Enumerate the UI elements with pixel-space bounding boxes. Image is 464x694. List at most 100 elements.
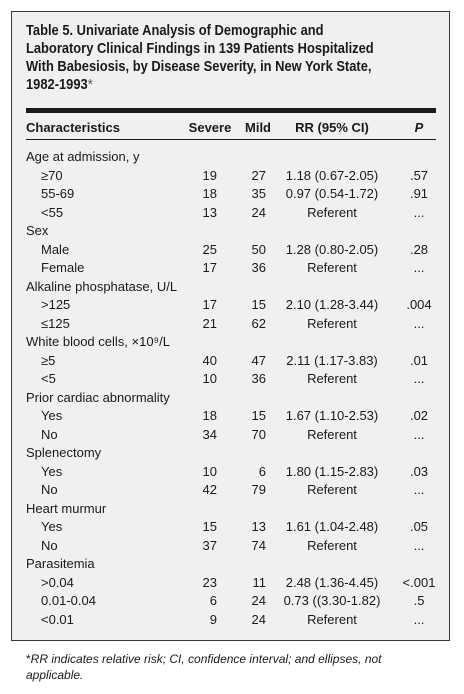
- footnote-line: applicable.: [26, 667, 83, 683]
- cell: 21: [202, 315, 217, 331]
- group-label: Prior cardiac abnormality: [26, 389, 170, 405]
- group-label: Alkaline phosphatase, U/L: [26, 278, 178, 294]
- cell: 17: [202, 260, 217, 275]
- cell: 34: [202, 426, 217, 442]
- cell: .02: [409, 408, 429, 423]
- cell: 2.11 (1.17-3.83): [286, 352, 378, 368]
- cell: 70: [251, 426, 266, 442]
- cell: 2.48 (1.36-4.45): [285, 574, 379, 590]
- table-title-line: Table 5. Univariate Analysis of Demograp…: [26, 22, 324, 39]
- row-label: 0.01-0.04: [41, 593, 96, 608]
- cell: 24: [251, 593, 266, 608]
- cell: 0.97 (0.54-1.72): [285, 186, 379, 201]
- cell: ...: [413, 482, 425, 497]
- footnote-mark: *: [26, 652, 31, 666]
- cell: 74: [251, 537, 266, 553]
- cell: ...: [413, 315, 425, 331]
- column-header: Characteristics: [26, 120, 120, 135]
- cell: 17: [202, 297, 217, 312]
- cell: 25: [202, 241, 217, 257]
- header-rule: [26, 108, 436, 113]
- cell: ...: [413, 204, 425, 220]
- header-underline: [26, 139, 436, 140]
- column-header: RR (95% CI): [295, 120, 369, 135]
- cell: Referent: [307, 204, 357, 220]
- row-label: Male: [41, 241, 70, 257]
- footnote-line: *RR indicates relative risk; CI, confide…: [26, 651, 382, 667]
- cell: 6: [258, 463, 266, 479]
- cell: 13: [202, 204, 217, 220]
- row-label: Yes: [41, 408, 63, 423]
- cell: 23: [202, 574, 217, 590]
- row-label: No: [41, 426, 58, 442]
- cell: Referent: [307, 611, 357, 627]
- cell: Referent: [307, 260, 357, 275]
- cell: Referent: [307, 426, 357, 442]
- cell: 79: [251, 482, 266, 497]
- cell: 35: [251, 186, 266, 201]
- cell: 10: [202, 371, 217, 386]
- cell: ...: [413, 537, 425, 553]
- group-label: White blood cells, ×10⁹/L: [26, 334, 170, 349]
- cell: Referent: [307, 482, 357, 497]
- row-label: <55: [41, 204, 64, 220]
- cell: 19: [202, 167, 217, 183]
- cell: .28: [409, 241, 429, 257]
- cell: 1.28 (0.80-2.05): [285, 241, 379, 257]
- row-label: <0.01: [41, 611, 74, 627]
- cell: ...: [413, 371, 425, 386]
- group-label: Heart murmur: [26, 500, 107, 516]
- cell: 10: [202, 463, 217, 479]
- cell: ...: [413, 426, 425, 442]
- table-title-line: With Babesiosis, by Disease Severity, in…: [26, 58, 372, 75]
- cell: .004: [406, 297, 432, 312]
- footnote-text: applicable.: [26, 668, 84, 682]
- cell: Referent: [307, 537, 357, 553]
- column-header: P: [414, 120, 424, 135]
- cell: 11: [252, 574, 267, 590]
- cell: 18: [202, 186, 217, 201]
- row-label: >125: [41, 297, 71, 312]
- cell: .91: [409, 186, 429, 201]
- cell: 1.61 (1.04-2.48): [285, 519, 379, 534]
- cell: 2.10 (1.28-3.44): [285, 297, 379, 312]
- cell: 15: [251, 408, 266, 423]
- column-header: Mild: [245, 120, 271, 135]
- cell: 1.80 (1.15-2.83): [285, 463, 379, 479]
- group-label: Age at admission, y: [26, 149, 140, 164]
- row-label: 55-69: [41, 186, 75, 201]
- cell: 27: [251, 167, 266, 183]
- cell: 40: [202, 352, 217, 368]
- cell: 47: [251, 352, 266, 368]
- cell: ...: [413, 611, 425, 627]
- group-label: Sex: [26, 223, 49, 238]
- row-label: ≥5: [41, 352, 56, 368]
- cell: 13: [251, 519, 266, 534]
- cell: Referent: [307, 371, 357, 386]
- cell: .57: [409, 167, 429, 183]
- cell: 18: [202, 408, 217, 423]
- cell: 36: [251, 371, 266, 386]
- title-footnote-mark: *: [87, 76, 93, 93]
- cell: .5: [413, 593, 425, 608]
- cell: Referent: [307, 315, 357, 331]
- cell: 50: [251, 241, 266, 257]
- cell: 0.73 ((3.30-1.82): [283, 593, 381, 608]
- row-label: Female: [41, 260, 85, 275]
- column-header: Severe: [188, 120, 232, 135]
- table-title-line: Laboratory Clinical Findings in 139 Pati…: [26, 40, 374, 57]
- group-label: Splenectomy: [26, 445, 102, 460]
- cell: <.001: [402, 574, 436, 590]
- cell: .03: [409, 463, 429, 479]
- cell: 6: [209, 593, 217, 608]
- cell: 9: [209, 611, 217, 627]
- footnote-text: RR indicates relative risk; CI, confiden…: [30, 652, 382, 666]
- cell: 62: [251, 315, 266, 331]
- table-box: Table 5. Univariate Analysis of Demograp…: [11, 11, 450, 641]
- cell: 1.18 (0.67-2.05): [285, 167, 379, 183]
- row-label: No: [41, 537, 58, 553]
- cell: 24: [251, 611, 266, 627]
- cell: 37: [202, 537, 217, 553]
- cell: 1.67 (1.10-2.53): [285, 408, 379, 423]
